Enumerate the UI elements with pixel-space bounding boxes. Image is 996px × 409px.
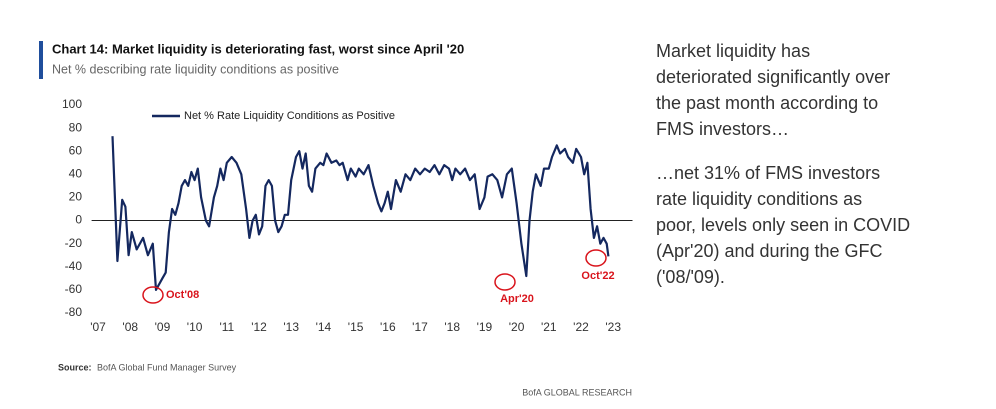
x-tick-label: '21 (541, 320, 557, 334)
y-tick-label: 80 (69, 120, 83, 134)
x-tick-label: '07 (90, 320, 106, 334)
x-tick-label: '17 (412, 320, 428, 334)
commentary-line: FMS investors… (656, 119, 789, 139)
chart-subtitle: Net % describing rate liquidity conditio… (52, 62, 339, 76)
x-tick-label: '10 (187, 320, 203, 334)
commentary-line: (Apr'20) and during the GFC (656, 241, 883, 261)
x-tick-label: '15 (348, 320, 364, 334)
x-tick-label: '14 (316, 320, 332, 334)
source-label: Source: (58, 362, 92, 372)
annotation-label: Oct'22 (581, 270, 614, 282)
x-tick-label: '11 (219, 320, 234, 334)
commentary-line: …net 31% of FMS investors (656, 163, 880, 183)
annotation-label: Apr'20 (500, 293, 534, 305)
commentary-line: deteriorated significantly over (656, 67, 890, 87)
commentary-line: rate liquidity conditions as (656, 189, 862, 209)
y-tick-label: -20 (65, 236, 83, 250)
annotation-circle (585, 249, 607, 267)
y-tick-label: 40 (69, 167, 83, 181)
chart-title: Chart 14: Market liquidity is deteriorat… (52, 41, 464, 56)
commentary-line: Market liquidity has (656, 41, 810, 61)
y-tick-label: -40 (65, 259, 83, 273)
x-tick-label: '12 (251, 320, 267, 334)
line-series (111, 136, 610, 291)
commentary-line: ('08/'09). (656, 267, 725, 287)
annotation-label: Oct'08 (166, 289, 199, 301)
x-tick-label: '16 (380, 320, 396, 334)
annotation-circle (142, 286, 164, 304)
annotation-circle (494, 273, 516, 291)
x-tick-label: '18 (444, 320, 460, 334)
y-tick-label: 100 (62, 97, 82, 111)
legend-label: Net % Rate Liquidity Conditions as Posit… (184, 110, 395, 122)
x-tick-label: '22 (573, 320, 589, 334)
y-tick-label: 0 (75, 213, 82, 227)
y-tick-label: 60 (69, 143, 83, 157)
footer: BofA GLOBAL RESEARCH (522, 387, 632, 397)
commentary-line: the past month according to (656, 93, 878, 113)
x-tick-label: '13 (283, 320, 299, 334)
x-tick-label: '19 (477, 320, 493, 334)
y-tick-label: 20 (69, 190, 83, 204)
x-tick-label: '08 (122, 320, 138, 334)
source: BofA Global Fund Manager Survey (97, 362, 237, 372)
y-tick-label: -60 (65, 282, 83, 296)
commentary-line: poor, levels only seen in COVID (656, 215, 910, 235)
y-tick-label: -80 (65, 305, 83, 319)
x-tick-label: '23 (605, 320, 621, 334)
x-tick-label: '20 (509, 320, 525, 334)
title-bar (39, 41, 43, 79)
x-tick-label: '09 (155, 320, 171, 334)
